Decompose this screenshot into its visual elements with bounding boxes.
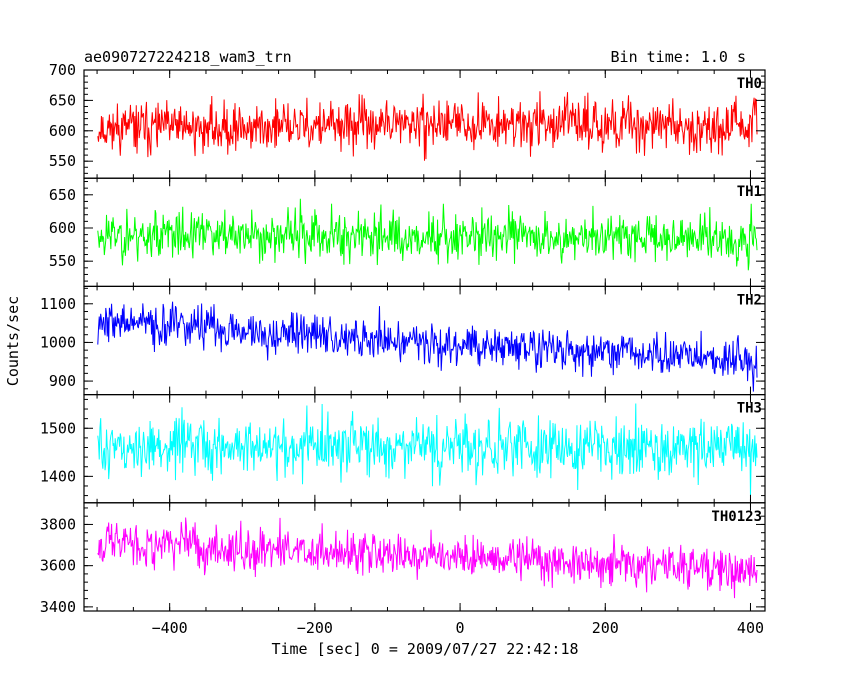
x-axis-label: Time [sec] 0 = 2009/07/27 22:42:18	[271, 640, 578, 658]
y-tick-label: 600	[49, 219, 76, 237]
y-axis-label: Counts/sec	[4, 296, 22, 386]
y-tick-label: 1100	[40, 295, 76, 313]
y-tick-label: 1000	[40, 333, 76, 351]
y-tick-label: 3400	[40, 598, 76, 616]
series-line-th0	[97, 91, 758, 161]
panels-group: TH0 550 600 650 700 TH1 550 600 650 TH2 900 1000 110…	[40, 61, 766, 637]
y-tick-label: 900	[49, 372, 76, 390]
y-tick-label: 3600	[40, 557, 76, 575]
y-tick-label: 700	[49, 61, 76, 79]
series-line-th1	[97, 198, 758, 271]
x-tick-label: 400	[737, 619, 764, 637]
series-line-th3	[97, 403, 758, 497]
y-tick-label: 1400	[40, 467, 76, 485]
x-tick-label: −400	[152, 619, 188, 637]
y-tick-label: 600	[49, 122, 76, 140]
series-line-th0123	[97, 517, 758, 599]
panel-label-th3: TH3	[737, 401, 762, 417]
x-tick-label: −200	[297, 619, 333, 637]
panel-frame-th0123	[83, 502, 766, 612]
panel-label-th0123: TH0123	[711, 509, 762, 525]
y-tick-label: 550	[49, 152, 76, 170]
y-tick-label: 1500	[40, 419, 76, 437]
panel-label-th2: TH2	[737, 292, 762, 308]
y-tick-label: 650	[49, 91, 76, 109]
x-tick-label: 0	[456, 619, 465, 637]
chart-title: ae090727224218_wam3_trn	[84, 48, 292, 66]
x-tick-label: 200	[592, 619, 619, 637]
panel-label-th0: TH0	[737, 76, 762, 92]
panel-label-th1: TH1	[737, 184, 762, 200]
bin-time-label: Bin time: 1.0 s	[611, 48, 746, 66]
y-tick-label: 550	[49, 252, 76, 270]
series-line-th2	[97, 301, 758, 392]
y-tick-label: 650	[49, 186, 76, 204]
y-tick-label: 3800	[40, 515, 76, 533]
